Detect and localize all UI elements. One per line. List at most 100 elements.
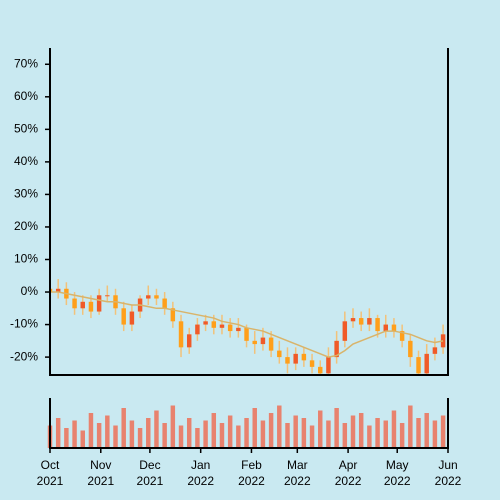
candle-body [350,318,356,322]
volume-bar [358,413,364,448]
volume-bar [186,418,192,448]
candle-body [408,340,413,358]
volume-bar [293,415,298,448]
volume-bar [309,425,315,448]
volume-bar [137,428,143,448]
candle-body [88,301,94,312]
volume-bar [244,418,249,448]
candle-body [334,340,339,358]
x-tick-label: Jan [191,458,210,472]
candle-body [178,321,184,348]
volume-bar [195,428,200,448]
candle-body [211,321,217,328]
candle-body [416,357,421,374]
y-tick-label: 70% [14,56,38,70]
volume-bar [80,430,85,448]
volume-bar [432,420,438,448]
volume-bar [277,405,282,448]
candle-body [227,324,233,332]
candle-body [244,327,249,341]
candle-body [268,337,274,351]
candle-body [219,324,225,328]
candle-body [146,295,151,299]
x-tick-label: Jun [438,458,457,472]
volume-bar [326,420,331,448]
candle-body [358,318,364,325]
candle-body [154,295,159,299]
volume-bar [367,425,372,448]
volume-bar [96,423,102,448]
volume-bar [72,420,77,448]
volume-bar [424,413,429,448]
volume-bar [301,418,307,448]
volume-bar [203,420,208,448]
y-tick-label: 60% [14,89,38,103]
candle-body [326,357,331,374]
candle-body [72,298,77,309]
volume-bar [170,405,176,448]
x-tick-label: 2021 [137,474,164,488]
volume-bar [399,423,405,448]
volume-bar [252,408,257,448]
x-tick-label: 2022 [384,474,411,488]
x-tick-label: 2022 [435,474,462,488]
x-tick-label: 2022 [335,474,362,488]
x-tick-label: 2021 [87,474,114,488]
candle-body [236,327,241,332]
x-tick-label: Apr [339,458,358,472]
y-tick-label: 50% [14,122,38,136]
y-tick-label: 40% [14,154,38,168]
candle-body [285,357,290,364]
candle-body [195,324,200,335]
moving-average [50,291,444,358]
x-tick-label: Nov [90,458,111,472]
candle-body [162,298,167,309]
x-tick-label: 2022 [238,474,265,488]
x-tick-label: 2022 [187,474,214,488]
candle-body [367,318,372,325]
x-tick-label: Mar [287,458,308,472]
volume-bar [236,425,241,448]
candle-body [277,350,282,358]
candle-body [301,353,307,361]
x-tick-label: 2021 [37,474,64,488]
volume-bar [227,415,233,448]
candle-body [96,295,102,312]
volume-panel [47,405,446,448]
candle-body [424,353,429,374]
volume-bar [408,405,413,448]
candle-body [432,347,438,354]
x-tick-label: Feb [241,458,262,472]
candle-body [318,366,323,374]
candle-body [170,308,176,322]
plot-area [50,279,446,375]
candle-body [383,324,388,332]
y-tick-label: -20% [10,349,38,363]
volume-bar [285,423,290,448]
volume-bar [375,418,380,448]
volume-bar [383,420,388,448]
candle-body [50,288,53,293]
x-tick-label: May [386,458,409,472]
y-tick-label: 0% [21,284,39,298]
volume-bar [88,413,94,448]
candle-body [129,311,135,325]
volume-bar [162,423,167,448]
candle-body [252,340,257,345]
candle-body [121,308,126,325]
volume-bar [154,410,159,448]
volume-bar [146,418,151,448]
volume-bar [342,423,348,448]
candle-body [342,321,348,341]
candle-body [105,295,110,297]
candle-body [375,318,380,332]
candle-body [391,324,397,332]
candle-body [399,331,405,341]
volume-bar [260,420,266,448]
volume-bar [350,415,356,448]
volume-bar [416,418,421,448]
volume-bar [268,413,274,448]
y-tick-label: 10% [14,252,38,266]
candle-body [293,353,298,364]
